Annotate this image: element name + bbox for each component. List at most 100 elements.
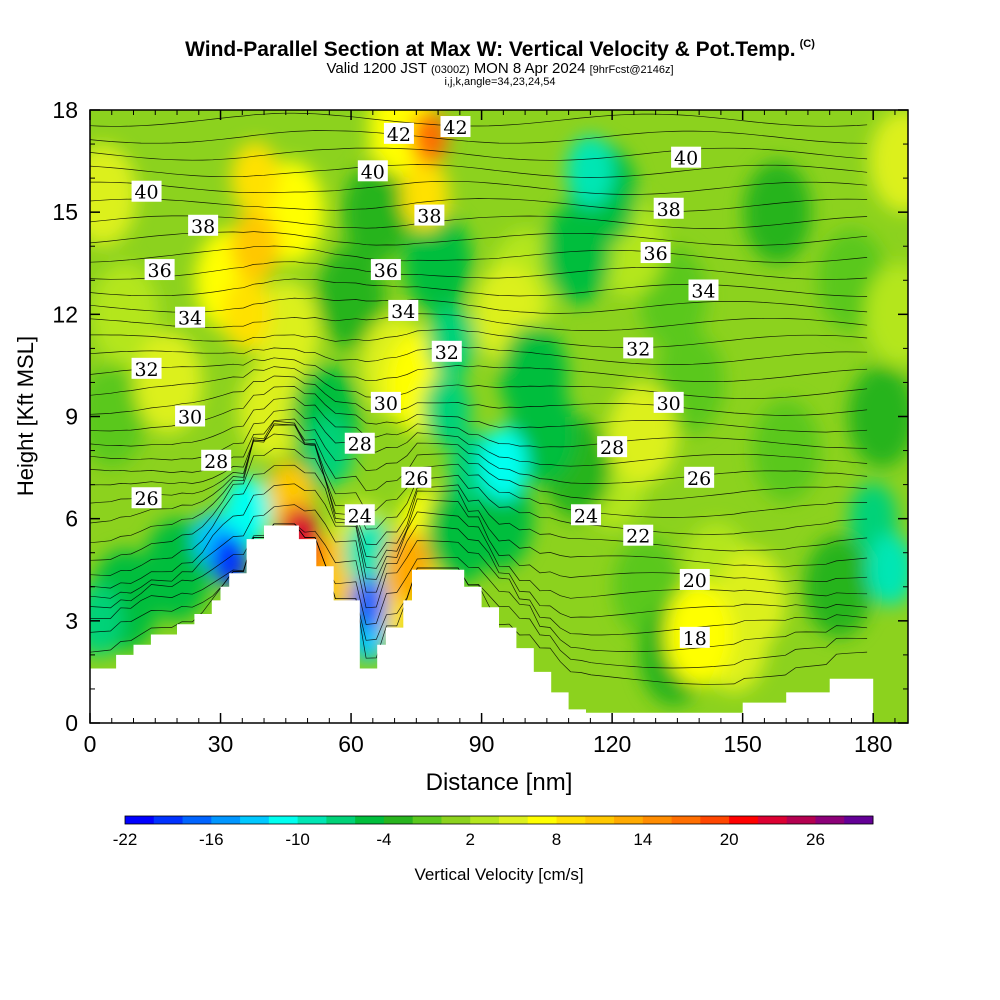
isentrope-line — [90, 198, 868, 212]
theta-label: 26 — [687, 468, 711, 490]
isentrope-line — [90, 261, 868, 280]
theta-label-box — [431, 340, 462, 362]
theta-label-box — [401, 466, 432, 488]
isentrope-line — [90, 448, 868, 568]
theta-label: 34 — [178, 308, 202, 330]
colorbar-tick-label: 20 — [720, 830, 739, 849]
isentrope-line — [90, 180, 868, 195]
colorbar-swatch — [182, 816, 212, 824]
y-tick-label: 12 — [52, 301, 78, 327]
theta-label: 34 — [691, 280, 715, 302]
colorbar-tick-label: -22 — [113, 830, 138, 849]
theta-label: 38 — [191, 216, 215, 238]
isentrope-line — [90, 423, 868, 518]
theta-label: 36 — [644, 243, 668, 265]
colorbar-swatch — [585, 816, 615, 824]
isentrope-line — [90, 424, 868, 501]
colorbar-tick-label: 26 — [806, 830, 825, 849]
theta-label: 32 — [134, 359, 158, 381]
velocity-cell — [479, 428, 528, 501]
velocity-cell — [866, 533, 908, 606]
isentrope-line — [90, 164, 868, 178]
x-tick-label: 180 — [854, 731, 892, 757]
velocity-cell — [847, 365, 908, 468]
theta-label-box — [623, 337, 654, 359]
colorbar-swatch — [297, 816, 327, 824]
theta-label-box — [344, 432, 375, 454]
x-tick-label: 0 — [84, 731, 97, 757]
theta-label-box — [383, 122, 414, 144]
y-tick-label: 15 — [52, 199, 78, 225]
velocity-cell — [211, 532, 248, 587]
velocity-cell — [90, 584, 123, 657]
theta-label-box — [640, 242, 671, 264]
theta-label: 24 — [348, 505, 372, 527]
isentropes — [90, 80, 868, 685]
theta-label: 38 — [417, 206, 441, 228]
isentrope-line — [90, 386, 868, 433]
theta-label: 40 — [134, 182, 158, 204]
theta-label: 20 — [683, 570, 707, 592]
colorbar-swatch — [671, 816, 701, 824]
colorbar-swatch — [527, 816, 558, 824]
colorbar-swatch — [240, 816, 270, 824]
velocity-cell — [90, 263, 159, 366]
isentrope-line — [90, 130, 868, 144]
theta-label-box — [597, 436, 628, 458]
terrain — [90, 525, 874, 723]
isentrope-line — [90, 523, 868, 685]
theta-label: 36 — [374, 260, 398, 282]
theta-label: 22 — [626, 526, 650, 548]
theta-label-box — [671, 146, 702, 168]
velocity-cell — [143, 518, 212, 621]
colorbar-swatch — [642, 816, 673, 824]
colorbar-swatch — [786, 816, 816, 824]
theta-label: 42 — [443, 117, 467, 139]
theta-label-box — [623, 524, 654, 546]
velocity-cell — [743, 161, 812, 264]
colorbar-tick-label: 8 — [552, 830, 561, 849]
colorbar-swatch — [326, 816, 356, 824]
theta-label: 30 — [374, 393, 398, 415]
section-indices: i,j,k,angle=34,23,24,54 — [444, 76, 556, 88]
isentrope-line — [90, 366, 868, 399]
theta-label: 18 — [683, 628, 707, 650]
theta-label-box — [688, 279, 719, 301]
isentrope-line — [90, 112, 868, 127]
theta-label-box — [175, 306, 206, 328]
theta-label-box — [440, 116, 471, 138]
theta-label: 26 — [134, 488, 158, 510]
colorbar-swatch — [614, 816, 644, 824]
theta-label-box — [175, 405, 206, 427]
x-tick-label: 120 — [593, 731, 631, 757]
colorbar-frame — [124, 815, 874, 825]
valid-utc: (0300Z) — [430, 64, 470, 76]
y-tick-label: 3 — [65, 608, 78, 634]
theta-label-box — [188, 214, 219, 236]
theta-label-box — [370, 259, 401, 281]
valid-time: Valid 1200 JST — [326, 60, 427, 77]
y-tick-label: 9 — [65, 404, 78, 430]
isentrope-line — [90, 329, 868, 348]
isentrope-line — [90, 80, 867, 92]
isentrope-line — [90, 464, 868, 582]
colorbar-swatch — [153, 816, 184, 824]
isentrope-line — [90, 97, 867, 110]
theta-label: 38 — [657, 199, 681, 221]
colorbar-swatch — [815, 816, 845, 824]
theta-label-box — [653, 197, 684, 219]
theta-label: 28 — [348, 434, 372, 456]
theta-label-box — [201, 449, 232, 471]
x-tick-label: 90 — [469, 731, 495, 757]
theta-label-box — [388, 299, 419, 321]
y-tick-label: 18 — [52, 97, 78, 123]
isentrope-line — [90, 523, 868, 636]
isentrope-line — [90, 147, 868, 161]
theta-label: 26 — [404, 468, 428, 490]
theta-label-box — [344, 504, 375, 526]
colorbar: -22 -16 -10 -4 2 8 14 20 26 — [113, 815, 874, 849]
isentrope-line — [90, 504, 868, 618]
